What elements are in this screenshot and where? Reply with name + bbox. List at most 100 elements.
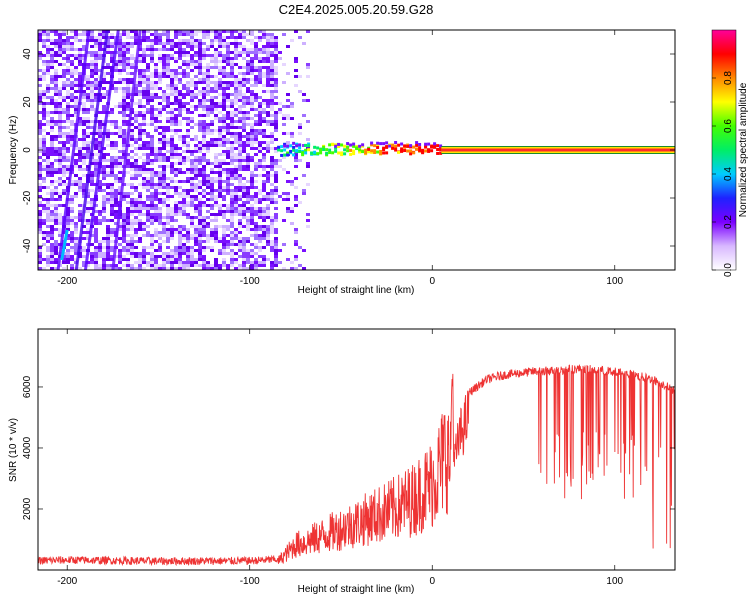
spectrogram-cell <box>138 126 142 129</box>
spectrogram-cell <box>142 51 146 54</box>
spectrogram-cell <box>154 207 158 210</box>
spectrogram-cell <box>170 255 174 258</box>
spectrogram-cell <box>194 30 198 33</box>
spectrogram-cell <box>266 177 270 180</box>
spectrogram-cell <box>210 231 214 234</box>
spectrogram-cell <box>134 171 138 174</box>
tone-cell <box>304 148 308 152</box>
spectrogram-cell <box>214 48 218 51</box>
spectrogram-cell <box>150 111 154 114</box>
spectrogram-cell <box>114 60 118 63</box>
tone-cell <box>412 151 416 155</box>
spectrogram-cell <box>50 111 54 114</box>
spectrogram-cell <box>42 96 46 99</box>
spectrogram-cell <box>186 51 190 54</box>
tone-cell <box>370 150 374 154</box>
spectrogram-cell <box>254 96 258 99</box>
spectrogram-cell <box>154 81 158 84</box>
spectrogram-xlabel: Height of straight line (km) <box>298 285 415 296</box>
spectrogram-cell <box>258 120 262 123</box>
spectrogram-cell <box>270 114 274 117</box>
spectrogram-cell <box>58 228 62 231</box>
spectrogram-cell <box>234 204 238 207</box>
spectrogram-cell <box>122 258 126 261</box>
spectrogram-cell <box>114 162 118 165</box>
spectrogram-cell <box>206 90 210 93</box>
spectrogram-cell <box>74 174 78 177</box>
spectrogram-cell <box>218 237 222 240</box>
spectrogram-cell <box>206 78 210 81</box>
spectrogram-cell <box>166 177 170 180</box>
spectrogram-cell <box>86 63 90 66</box>
spectrogram-cell <box>238 96 242 99</box>
spectrogram-cell <box>70 132 74 135</box>
spectrogram-cell <box>118 225 122 228</box>
spectrogram-cell <box>50 258 54 261</box>
spectrogram-cell <box>54 42 58 45</box>
spectrogram-cell <box>182 213 186 216</box>
spectrogram-cell <box>206 30 210 33</box>
spectrogram-cell <box>138 213 142 216</box>
spectrogram-cell <box>134 111 138 114</box>
spectrogram-cell <box>230 210 234 213</box>
spectrogram-cell <box>222 72 226 75</box>
spectrogram-cell <box>210 264 214 267</box>
spectrogram-cell <box>158 108 162 111</box>
spectrogram-cell <box>86 78 90 81</box>
spectrogram-cell <box>50 42 54 45</box>
spectrogram-cell <box>218 135 222 138</box>
spectrogram-cell <box>242 45 246 48</box>
spectrogram-cell <box>142 57 146 60</box>
spectrogram-cell <box>234 243 238 246</box>
spectrogram-cell <box>122 96 126 99</box>
spectrogram-cell <box>126 42 130 45</box>
spectrogram-cell <box>90 207 94 210</box>
spectrogram-cell <box>150 51 154 54</box>
spectrogram-cell <box>234 75 238 78</box>
spectrogram-cell <box>158 57 162 60</box>
spectrogram-cell <box>154 84 158 87</box>
spectrogram-cell <box>154 117 158 120</box>
spectrogram-cell <box>178 255 182 258</box>
spectrogram-cell <box>198 99 202 102</box>
spectrogram-cell <box>158 255 162 258</box>
spectrogram-cell <box>246 48 250 51</box>
spectrogram-cell <box>166 111 170 114</box>
spectrogram-cell <box>122 78 126 81</box>
spectrogram-cell <box>242 183 246 186</box>
spectrogram-cell <box>210 267 214 270</box>
spectrogram-cell <box>62 87 66 90</box>
spectrogram-cell <box>238 189 242 192</box>
spectrogram-cell <box>214 129 218 132</box>
spectrogram-cell <box>150 237 154 240</box>
spectrogram-cell <box>154 42 158 45</box>
spectrogram-cell <box>66 57 70 60</box>
spectrogram-cell <box>270 96 274 99</box>
spectrogram-cell <box>222 54 226 57</box>
spectrogram-cell <box>102 153 106 156</box>
spectrogram-cell <box>146 93 150 96</box>
spectrogram-cell <box>158 246 162 249</box>
tone-cell <box>367 150 371 154</box>
spectrogram-cell <box>62 120 66 123</box>
spectrogram-cell <box>182 48 186 51</box>
spectrogram-cell <box>206 237 210 240</box>
spectrogram-cell <box>38 249 42 252</box>
spectrogram-cell <box>238 159 242 162</box>
tone-cell <box>373 144 377 148</box>
spectrogram-cell <box>50 219 54 222</box>
spectrogram-cell <box>234 132 238 135</box>
tone-cell <box>421 148 425 152</box>
spectrogram-cell <box>150 213 154 216</box>
spectrogram-cell <box>190 48 194 51</box>
spectrogram-cell <box>166 48 170 51</box>
spectrogram-cell <box>150 159 154 162</box>
tone-cell <box>292 148 296 152</box>
spectrogram-cell <box>190 168 194 171</box>
spectrogram-cell <box>222 108 226 111</box>
spectrogram-cell <box>166 252 170 255</box>
spectrogram-cell <box>90 234 94 237</box>
spectrogram-cell <box>190 99 194 102</box>
spectrogram-cell <box>238 135 242 138</box>
spectrogram-cell <box>114 90 118 93</box>
